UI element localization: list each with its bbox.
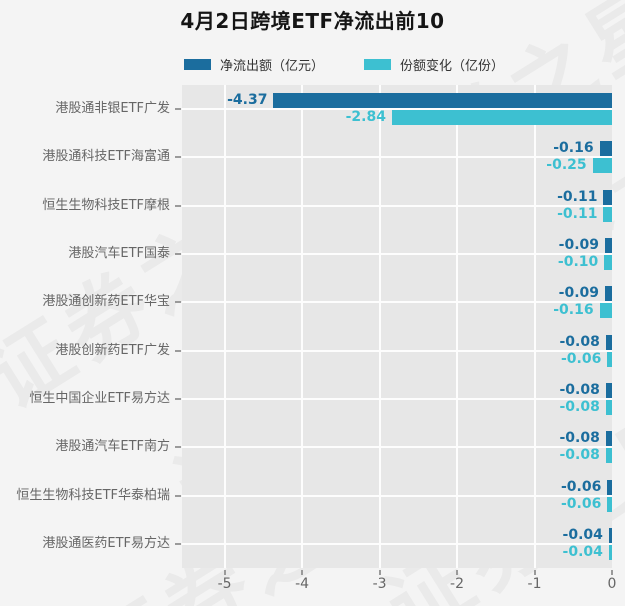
y-tick <box>175 301 181 304</box>
y-tick <box>175 204 181 207</box>
x-tick-label--2: -2 <box>450 576 465 592</box>
legend-item-net-outflow: 净流出额（亿元） <box>184 55 324 74</box>
y-tick <box>175 446 181 449</box>
chart-legend: 净流出额（亿元） 份额变化（亿份） <box>184 55 504 74</box>
bar-net-outflow-2 <box>603 189 612 205</box>
bar-net-outflow-8 <box>607 479 612 495</box>
bar-share-change-4 <box>599 303 612 319</box>
legend-item-share-change: 份额变化（亿份） <box>364 55 504 74</box>
y-axis-label-3: 港股汽车ETF国泰 <box>68 246 170 262</box>
bar-share-change-6 <box>605 399 612 415</box>
gridline-horizontal <box>182 397 612 400</box>
gridline-horizontal <box>182 204 612 207</box>
x-tick <box>378 570 381 575</box>
bar-share-change-5 <box>607 351 612 367</box>
value-label-share-change-6: -0.08 <box>559 398 600 415</box>
value-label-net-outflow-9: -0.04 <box>562 526 603 543</box>
gridline-vertical <box>533 85 536 568</box>
chart-title: 4月2日跨境ETF净流出前10 <box>180 9 445 33</box>
value-label-share-change-1: -0.25 <box>546 157 587 174</box>
bar-share-change-7 <box>605 448 612 464</box>
y-tick <box>175 156 181 159</box>
gridline-vertical <box>456 85 459 568</box>
value-label-share-change-8: -0.06 <box>561 495 602 512</box>
gridline-vertical <box>301 85 304 568</box>
value-label-share-change-7: -0.08 <box>559 447 600 464</box>
bar-net-outflow-9 <box>608 527 612 543</box>
bar-net-outflow-7 <box>605 431 612 447</box>
y-tick <box>175 494 181 497</box>
value-label-share-change-3: -0.10 <box>557 254 599 271</box>
bar-share-change-8 <box>607 496 612 512</box>
y-tick <box>175 349 181 352</box>
bar-share-change-1 <box>592 158 612 174</box>
value-label-share-change-4: -0.16 <box>553 302 594 319</box>
value-label-net-outflow-0: -4.37 <box>227 92 268 109</box>
gridline-horizontal <box>182 108 612 111</box>
y-axis-label-5: 港股创新药ETF广发 <box>55 342 170 358</box>
value-label-share-change-2: -0.11 <box>557 205 598 222</box>
y-axis-label-7: 港股通汽车ETF南方 <box>55 439 170 455</box>
bar-net-outflow-5 <box>605 334 612 350</box>
x-tick <box>456 570 459 575</box>
x-tick-label--4: -4 <box>295 576 310 592</box>
bar-share-change-9 <box>608 544 612 560</box>
gridline-horizontal <box>182 156 612 159</box>
y-tick <box>175 397 181 400</box>
gridline-horizontal <box>182 542 612 545</box>
value-label-net-outflow-7: -0.08 <box>559 430 600 447</box>
y-axis-label-4: 港股通创新药ETF华宝 <box>42 294 170 310</box>
y-tick <box>175 108 181 111</box>
y-axis-label-6: 恒生中国企业ETF易方达 <box>29 390 170 406</box>
value-label-net-outflow-3: -0.09 <box>558 237 600 254</box>
legend-swatch-net-outflow <box>184 59 211 70</box>
value-label-net-outflow-8: -0.06 <box>561 478 602 495</box>
x-tick <box>301 570 304 575</box>
bar-net-outflow-6 <box>605 382 612 398</box>
legend-swatch-share-change <box>364 59 392 70</box>
gridline-vertical <box>378 85 381 568</box>
gridline-horizontal <box>182 446 612 449</box>
gridline-horizontal <box>182 349 612 352</box>
y-axis-label-9: 港股通医药ETF易方达 <box>42 535 170 551</box>
bar-share-change-2 <box>603 206 612 222</box>
y-axis-label-0: 港股通非银ETF广发 <box>55 101 170 117</box>
legend-label-share-change: 份额变化（亿份） <box>400 59 505 74</box>
legend-label-net-outflow: 净流出额（亿元） <box>220 59 325 74</box>
value-label-net-outflow-4: -0.09 <box>558 285 600 302</box>
y-tick <box>175 253 181 256</box>
gridline-vertical <box>223 85 226 568</box>
y-axis-label-2: 恒生生物科技ETF摩根 <box>42 197 170 213</box>
x-tick-label--5: -5 <box>217 576 232 592</box>
gridline-horizontal <box>182 494 612 497</box>
value-label-net-outflow-2: -0.11 <box>557 188 598 205</box>
x-tick <box>533 570 536 575</box>
value-label-share-change-0: -2.84 <box>345 109 386 126</box>
value-label-share-change-9: -0.04 <box>562 543 603 560</box>
x-tick-label--1: -1 <box>527 576 542 592</box>
value-label-share-change-5: -0.06 <box>561 350 602 367</box>
gridline-horizontal <box>182 301 612 304</box>
x-tick <box>223 570 226 575</box>
bar-share-change-0 <box>391 110 612 126</box>
bar-share-change-3 <box>604 255 612 271</box>
x-tick-label--3: -3 <box>372 576 387 592</box>
y-axis-label-8: 恒生生物科技ETF华泰柏瑞 <box>16 487 170 503</box>
x-tick-label-0: 0 <box>607 576 617 592</box>
bar-net-outflow-3 <box>605 238 612 254</box>
x-tick <box>611 570 613 575</box>
value-label-net-outflow-6: -0.08 <box>559 381 600 398</box>
value-label-net-outflow-5: -0.08 <box>559 333 600 350</box>
bar-net-outflow-1 <box>599 141 612 157</box>
bar-net-outflow-0 <box>273 93 612 109</box>
y-axis-label-1: 港股通科技ETF海富通 <box>42 149 170 165</box>
plot-area: -4.37 -0.16 -0.11 -0.09 -0.09 -0.08 -0.08 -0.08… <box>182 85 612 568</box>
y-tick <box>175 542 181 545</box>
y-axis-labels: 港股通非银ETF广发港股通科技ETF海富通 恒生生物科技ETF摩根港股汽车ETF国… <box>0 85 170 568</box>
gridline-horizontal <box>182 253 612 256</box>
bar-net-outflow-4 <box>605 286 612 302</box>
value-label-net-outflow-1: -0.16 <box>553 140 594 157</box>
